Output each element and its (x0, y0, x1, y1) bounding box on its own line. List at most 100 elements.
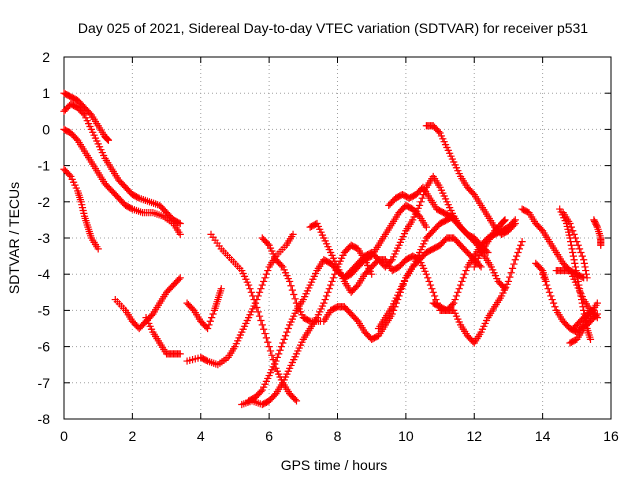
data-point (272, 256, 280, 264)
data-point (325, 285, 333, 293)
data-point (433, 126, 441, 134)
data-point (275, 370, 283, 378)
data-point (296, 341, 305, 349)
data-point (281, 373, 290, 381)
data-point (452, 237, 461, 245)
data-point (310, 272, 318, 280)
data-point (270, 253, 279, 261)
data-point (266, 369, 275, 377)
data-point (287, 391, 295, 399)
data-point (305, 316, 313, 325)
data-point (415, 248, 424, 257)
data-point (279, 339, 287, 347)
data-point (322, 240, 331, 248)
data-point (325, 245, 333, 254)
data-point (452, 164, 461, 172)
data-point (286, 277, 294, 286)
y-tick-label: -6 (38, 339, 51, 355)
data-point (332, 260, 340, 268)
data-point (291, 295, 299, 303)
data-point (440, 237, 448, 245)
y-tick-label: -8 (38, 411, 51, 427)
data-point (136, 323, 145, 331)
data-point (104, 136, 113, 144)
data-point (590, 306, 598, 314)
data-point (502, 283, 510, 291)
data-point (539, 270, 547, 278)
data-point (115, 194, 123, 202)
data-point (281, 332, 290, 340)
data-point (493, 274, 501, 283)
data-point (318, 231, 327, 239)
data-point (80, 104, 89, 112)
data-point (366, 264, 374, 273)
series-track-17 (385, 183, 509, 293)
data-point (176, 274, 184, 282)
data-point (79, 109, 87, 118)
data-point (90, 131, 98, 139)
data-point (135, 324, 143, 333)
data-point (312, 269, 320, 278)
data-point (477, 328, 485, 336)
data-point (577, 295, 586, 304)
data-point (206, 317, 214, 325)
data-point (578, 299, 586, 307)
data-point (389, 306, 398, 314)
data-point (480, 322, 488, 330)
data-point (574, 241, 582, 249)
data-point (571, 259, 579, 267)
data-point (322, 292, 331, 300)
data-point (452, 292, 461, 300)
data-point (426, 281, 435, 289)
data-point (238, 266, 246, 275)
data-point (89, 128, 97, 136)
data-point (205, 321, 213, 329)
data-point (532, 259, 540, 267)
data-point (302, 290, 310, 298)
data-point (217, 285, 225, 293)
data-point (269, 392, 277, 401)
data-point (348, 287, 357, 295)
data-point (362, 269, 370, 277)
data-point (582, 266, 590, 275)
data-series (60, 89, 605, 409)
data-point (247, 288, 255, 296)
data-point (102, 181, 110, 189)
data-point (424, 232, 432, 241)
data-point (410, 213, 418, 221)
y-tick-labels: -8 -7 -6 -5 -4 -3 -2 -1 0 1 2 (38, 49, 51, 427)
data-point (63, 104, 71, 113)
data-point (465, 185, 473, 193)
axis-ticks (63, 56, 612, 420)
data-point (551, 303, 559, 311)
data-point (172, 278, 180, 286)
data-point (451, 235, 459, 244)
data-point (142, 314, 150, 322)
data-point (549, 299, 558, 307)
data-point (208, 314, 216, 322)
data-point (314, 311, 322, 319)
data-point (455, 240, 463, 248)
data-point (265, 343, 273, 351)
data-point (388, 310, 396, 318)
data-point (78, 201, 86, 209)
data-point (567, 241, 575, 249)
data-point (470, 263, 478, 271)
data-point (86, 122, 94, 131)
data-point (105, 184, 113, 192)
data-point (534, 262, 543, 270)
data-point (394, 244, 402, 252)
data-point (497, 280, 505, 288)
data-point (569, 227, 577, 235)
data-point (368, 270, 376, 278)
data-point (316, 225, 324, 233)
data-point (487, 263, 495, 271)
data-point (443, 198, 451, 206)
series-track-19 (429, 238, 526, 347)
data-point (247, 308, 255, 316)
data-point (176, 350, 184, 358)
data-point (571, 263, 580, 271)
data-point (261, 237, 269, 245)
data-point (147, 325, 156, 333)
